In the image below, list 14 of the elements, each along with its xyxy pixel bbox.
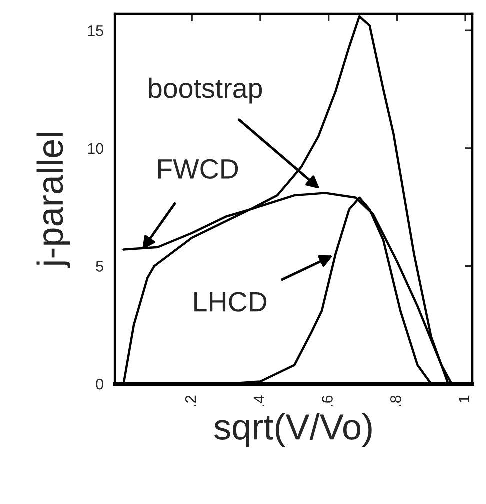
x-tick-label: 1 xyxy=(458,396,470,402)
annotation: LHCD xyxy=(194,292,267,312)
annotation: FWCD xyxy=(158,159,238,179)
x-tick-label: .8 xyxy=(390,396,402,407)
y-tick-label: 0 xyxy=(96,378,104,390)
x-tick-label: .6 xyxy=(322,396,333,407)
y-tick-label: 10 xyxy=(88,143,104,154)
y-tick-label: 15 xyxy=(88,26,104,36)
x-tick-label: .2 xyxy=(185,396,196,407)
annotation: bootstrap xyxy=(149,78,262,104)
y-axis-title: j-parallel xyxy=(36,133,70,268)
y-tick-label: 5 xyxy=(96,261,104,272)
x-tick-label: .4 xyxy=(254,396,264,407)
x-axis-title: sqrt(V/Vo) xyxy=(214,413,372,448)
